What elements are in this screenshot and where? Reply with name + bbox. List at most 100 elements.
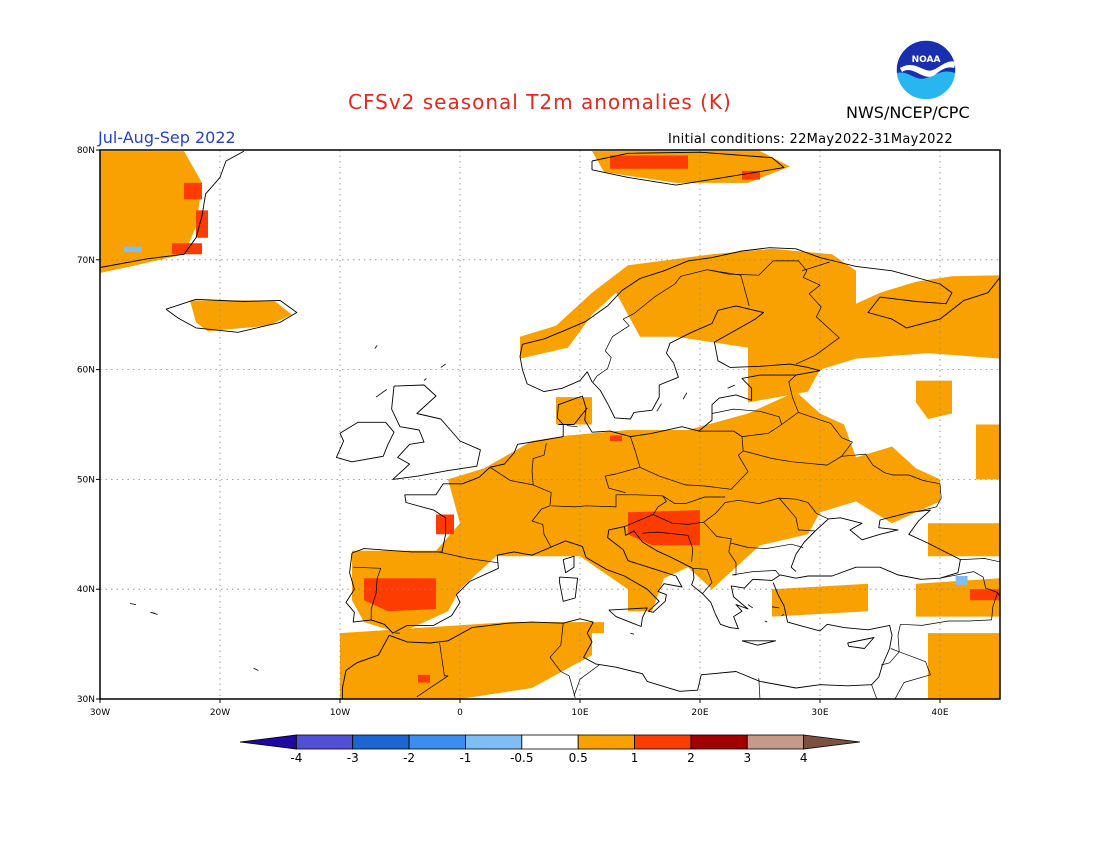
anomaly-region-5 — [190, 300, 292, 332]
grid-layer — [100, 150, 1000, 699]
initial-conditions-label: Initial conditions: 22May2022-31May2022 — [668, 132, 953, 147]
axis-tick-layer: 30W 20W 10W 0 10E 20E 30E 40E 30N 40N 50N 60N 70N 80N — [77, 146, 949, 718]
colorbar-bin — [746, 734, 805, 750]
lat-tick-label: 60N — [77, 366, 95, 376]
anomaly-region-20 — [418, 674, 430, 683]
country-border — [890, 624, 901, 653]
colorbar-bin — [690, 734, 748, 750]
anomaly-region-8 — [742, 170, 760, 180]
country-border — [897, 574, 921, 580]
island-outline — [423, 378, 427, 381]
colorbar-label: 1 — [631, 751, 639, 765]
country-border — [733, 374, 799, 437]
country-border — [592, 269, 750, 382]
colorbar-label: 3 — [743, 751, 751, 765]
anomaly-region-7 — [610, 155, 688, 169]
anomaly-region-2 — [196, 210, 208, 238]
colorbar: -4 -3 -2 -1 -0.5 0.5 1 2 3 4 — [239, 734, 861, 765]
island-outline — [764, 620, 768, 623]
island-outline — [727, 384, 735, 389]
lat-tick-label: 80N — [77, 146, 95, 156]
anomaly-region-22 — [916, 578, 1000, 617]
country-border — [801, 261, 830, 272]
map-title: CFSv2 seasonal T2m anomalies (K) — [348, 90, 732, 114]
country-border — [549, 623, 576, 698]
coastline — [608, 607, 648, 627]
coastline — [165, 298, 298, 333]
country-border — [707, 260, 840, 365]
coastline — [519, 247, 1000, 385]
colorbar-bin — [521, 734, 579, 750]
anomaly-region-14 — [628, 510, 700, 546]
country-border — [779, 497, 829, 520]
country-border — [732, 570, 780, 576]
island-outline — [374, 345, 378, 349]
coastline — [335, 421, 395, 463]
island-outline — [440, 363, 446, 368]
season-label: Jul-Aug-Sep 2022 — [98, 128, 236, 147]
colorbar-bin — [634, 734, 692, 750]
country-border — [711, 408, 782, 425]
lon-tick-label: 40E — [931, 708, 948, 718]
anomaly-region-21 — [772, 583, 868, 617]
country-border — [731, 542, 804, 549]
coastline — [559, 576, 579, 602]
colorbar-bin — [295, 734, 354, 750]
country-border — [604, 436, 641, 493]
coastline — [772, 582, 893, 686]
country-border — [703, 521, 737, 576]
anomaly-region-12 — [364, 578, 436, 612]
anomaly-region-10 — [556, 397, 592, 425]
island-outline — [781, 614, 785, 616]
colorbar-label: 0.5 — [569, 751, 588, 765]
anomaly-region-26 — [580, 622, 604, 634]
noaa-logo-text: NOAA — [912, 55, 941, 65]
colorbar-bin — [239, 734, 297, 750]
coastline — [741, 640, 777, 646]
coastline — [100, 150, 245, 268]
country-border — [692, 567, 713, 594]
noaa-logo-icon: NOAA — [895, 39, 957, 101]
lat-tick-label: 40N — [77, 585, 95, 595]
island-outline — [630, 632, 635, 635]
island-outline — [129, 603, 137, 605]
country-border — [758, 678, 761, 699]
coastline — [847, 637, 875, 649]
country-border — [566, 425, 578, 428]
map-frame — [99, 149, 1001, 700]
island-outline — [747, 604, 754, 609]
country-border — [871, 684, 878, 699]
country-border — [416, 642, 449, 698]
colorbar-bin — [577, 734, 635, 750]
lat-tick-label: 70N — [77, 256, 95, 266]
lat-tick-label: 50N — [77, 475, 95, 485]
country-border — [881, 651, 931, 699]
country-border — [798, 412, 853, 457]
country-border — [900, 571, 998, 626]
lon-tick-label: 20W — [210, 708, 230, 718]
country-border — [531, 443, 547, 485]
anomaly-region-13 — [436, 514, 454, 535]
colorbar-bin — [352, 734, 410, 750]
colorbar-label: 2 — [687, 751, 695, 765]
country-border — [642, 531, 694, 562]
coastline — [591, 151, 785, 186]
anomaly-region-3 — [172, 243, 202, 255]
colorbar-label: -0.5 — [510, 751, 533, 765]
coastline — [527, 305, 821, 420]
colorbar-label: 4 — [800, 751, 808, 765]
colorbar-label: -2 — [403, 751, 415, 765]
lon-tick-label: 10W — [330, 708, 350, 718]
colorbar-label: -4 — [290, 751, 302, 765]
map-background — [100, 150, 1000, 699]
country-border — [743, 450, 942, 512]
coastline-layer — [100, 150, 1000, 699]
anomaly-region-1 — [184, 182, 202, 200]
anomaly-region-4 — [124, 246, 142, 253]
anomaly-region-23 — [970, 589, 1000, 601]
country-border — [652, 501, 667, 515]
island-outline — [375, 389, 388, 398]
anomaly-region-24 — [955, 576, 968, 585]
country-border — [551, 494, 667, 508]
